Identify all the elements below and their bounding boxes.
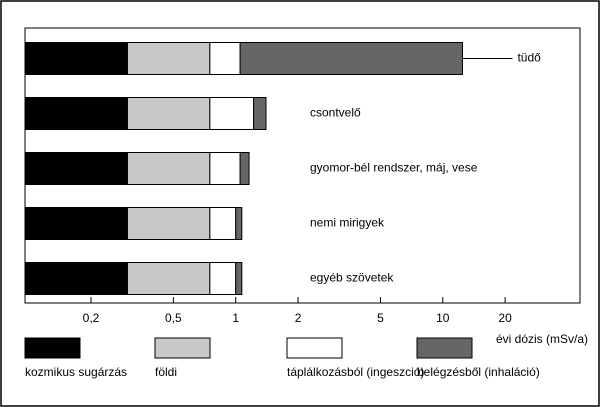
bar-segment: [24, 42, 128, 75]
legend-swatch: [286, 337, 343, 359]
legend-swatch: [24, 337, 81, 359]
legend-swatch: [416, 337, 473, 359]
legend-swatch: [154, 337, 211, 359]
bar-segment: [239, 42, 463, 75]
bar-segment: [126, 97, 211, 130]
x-tick-label: 0,2: [83, 311, 100, 325]
x-tick-label: 5: [377, 311, 384, 325]
bar-segment: [126, 262, 211, 295]
bar-segment: [24, 97, 128, 130]
bar-segment: [239, 152, 250, 185]
bar-segment: [209, 152, 241, 185]
bar-segment: [24, 262, 128, 295]
legend-label: földi: [155, 365, 177, 379]
bar-segment: [209, 207, 237, 240]
bar-segment: [126, 152, 211, 185]
legend-label: táplálkozásból (ingeszció): [287, 365, 424, 379]
legend-label: kozmikus sugárzás: [25, 365, 127, 379]
category-label: csontvelő: [310, 106, 361, 120]
bar-segment: [209, 97, 255, 130]
x-axis-label: évi dózis (mSv/a): [496, 332, 588, 346]
x-tick-label: 20: [498, 311, 512, 325]
bar-segment: [126, 207, 211, 240]
category-label: tüdő: [517, 51, 541, 65]
bar-segment: [235, 207, 243, 240]
bar-segment: [253, 97, 267, 130]
bar-segment: [126, 42, 211, 75]
bar-segment: [24, 152, 128, 185]
category-label: gyomor-bél rendszer, máj, vese: [310, 161, 478, 175]
category-label: nemi mirigyek: [310, 216, 385, 230]
category-label: egyéb szövetek: [310, 271, 394, 285]
bar-segment: [235, 262, 243, 295]
legend-label: belégzésből (inhaláció): [417, 365, 540, 379]
bar-segment: [24, 207, 128, 240]
x-tick-label: 10: [436, 311, 450, 325]
x-tick-label: 0,5: [165, 311, 182, 325]
bar-segment: [209, 262, 237, 295]
bar-segment: [209, 42, 241, 75]
x-tick-label: 2: [295, 311, 302, 325]
x-tick-label: 1: [232, 311, 239, 325]
